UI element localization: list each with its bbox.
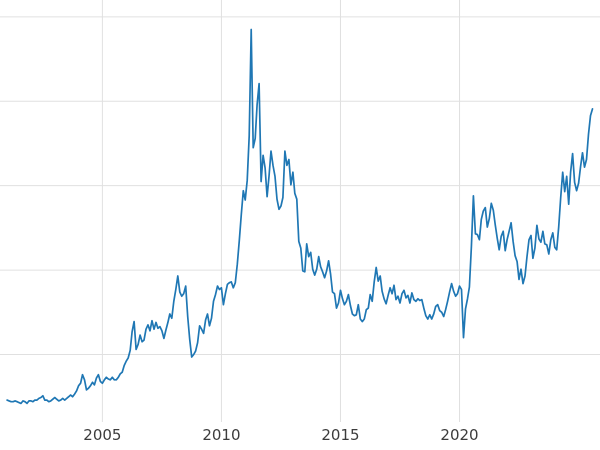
series-line-price <box>6 28 594 405</box>
